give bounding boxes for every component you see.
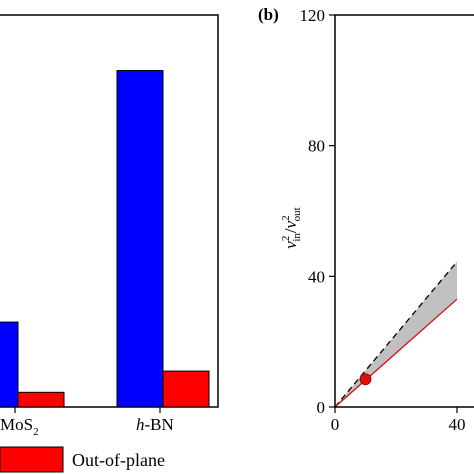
bar-in-plane-1 — [116, 70, 164, 408]
y-tick-label-0: 0 — [317, 398, 326, 417]
legend-swatch-out-of-plane — [0, 446, 64, 473]
panel-b-x-ticks: 0 40 — [331, 407, 466, 434]
panel-label-b: (b) — [258, 5, 279, 24]
panel-b-frame — [334, 14, 474, 408]
x-tick-label-0: 0 — [331, 415, 340, 434]
panel-a-frame — [0, 14, 219, 408]
bar-out-of-plane-1 — [162, 370, 210, 408]
data-point-0 — [359, 373, 372, 386]
panel-b-y-axis-label: v2in/v2out — [280, 207, 303, 248]
y-tick-label-40: 40 — [308, 267, 325, 286]
panel-b-line-chart: (b) 0 40 80 120 0 40 v2in/v2out — [258, 5, 474, 434]
bar-out-of-plane-0 — [17, 391, 65, 408]
panel-b-content — [334, 261, 458, 408]
category-label-hbn: h-BN — [136, 415, 174, 434]
legend-label-out-of-plane: Out-of-plane — [72, 450, 165, 470]
solid-line — [334, 298, 458, 408]
panel-b-y-ticks: 0 40 80 120 — [300, 6, 335, 417]
panel-a-bar-chart: MoS2 h-BN Out-of-plane — [0, 14, 219, 473]
dashed-line — [334, 261, 458, 408]
bar-in-plane-0 — [0, 321, 19, 408]
x-tick-label-40: 40 — [449, 415, 466, 434]
panel-a-bars — [0, 70, 210, 408]
y-tick-label-80: 80 — [308, 137, 325, 156]
y-tick-label-120: 120 — [300, 6, 326, 25]
category-label-mos2: MoS2 — [0, 415, 39, 438]
panel-a-x-ticks — [14, 407, 161, 413]
